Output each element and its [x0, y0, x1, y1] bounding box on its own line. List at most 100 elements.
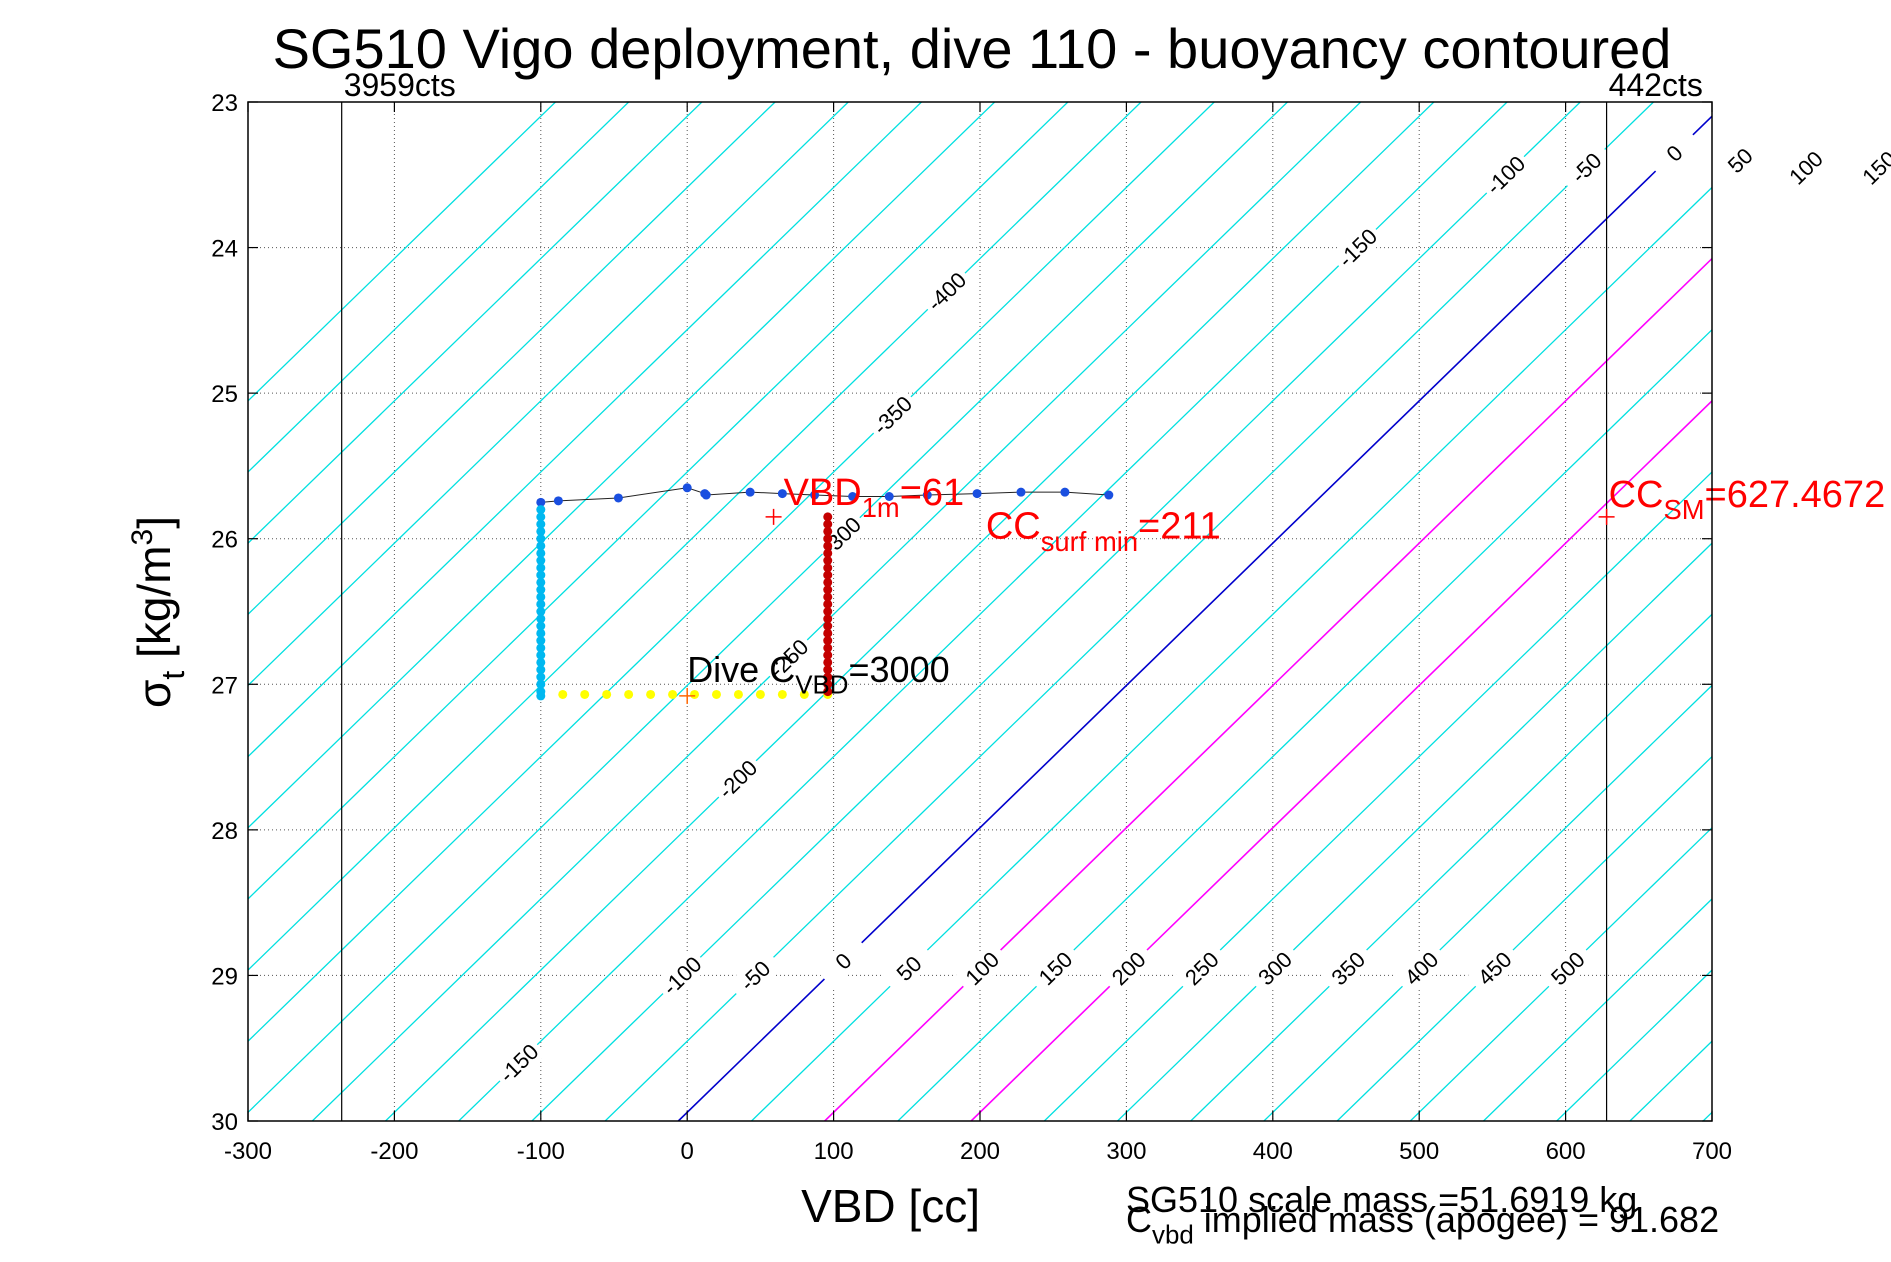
- data-point: [536, 607, 546, 616]
- y-tick-label: 25: [211, 381, 238, 408]
- x-tick-label: 400: [1253, 1138, 1293, 1165]
- data-point: [823, 570, 833, 580]
- data-point: [823, 657, 833, 667]
- buoyancy-contour-line: [458, 102, 1508, 1121]
- y-tick-label: 27: [211, 672, 238, 699]
- data-point: [823, 628, 833, 638]
- data-point: [823, 636, 833, 646]
- data-point: [536, 657, 546, 667]
- x-tick-label: 600: [1546, 1138, 1586, 1165]
- contour-label-bg: [1466, 940, 1523, 996]
- data-point: [690, 689, 700, 699]
- x-tick-label: 700: [1692, 1138, 1732, 1165]
- buoyancy-contour-line: [248, 102, 1142, 971]
- data-point: [536, 599, 546, 609]
- chart-title: SG510 Vigo deployment, dive 110 - buoyan…: [273, 17, 1672, 80]
- contour-label-bg: [864, 387, 920, 443]
- data-point: [536, 628, 546, 638]
- data-point: [823, 585, 833, 595]
- buoyancy-contour-line: [1702, 1111, 1712, 1121]
- buoyancy-contour-line: [248, 102, 556, 402]
- data-point: [823, 614, 833, 624]
- data-point: [536, 643, 546, 653]
- data-point: [536, 512, 546, 522]
- data-point: [884, 491, 894, 501]
- x-tick-label: -300: [224, 1138, 272, 1165]
- contour-label-bg: [1477, 147, 1534, 203]
- contour-label-bg: [1247, 940, 1303, 996]
- x-tick-label: 0: [681, 1138, 694, 1165]
- data-point: [823, 512, 833, 522]
- data-point: [823, 526, 833, 536]
- data-point: [536, 650, 546, 660]
- data-point: [668, 689, 678, 699]
- buoyancy-contour-line: [248, 102, 1215, 1043]
- contour-label-bg: [918, 263, 975, 319]
- contour-label-bg: [815, 933, 871, 989]
- surface-trace-line: [540, 487, 1109, 503]
- x-tick-label: 500: [1399, 1138, 1439, 1165]
- data-point: [823, 592, 833, 602]
- data-point: [536, 563, 546, 573]
- x-tick-label: -100: [517, 1138, 565, 1165]
- data-point: [536, 585, 546, 595]
- data-point: [1104, 490, 1114, 500]
- data-point: [536, 691, 546, 701]
- marker-label: VBD1m=61: [784, 472, 965, 523]
- annotation-label: CCsurf min=211: [986, 506, 1221, 557]
- data-point: [755, 689, 765, 699]
- data-point: [777, 689, 787, 699]
- contour-label-bg: [727, 947, 783, 1003]
- buoyancy-contour-line: [248, 102, 849, 687]
- contour-label-bg: [1539, 940, 1596, 996]
- data-point: [823, 687, 833, 697]
- marker-label: CCSM=627.4672: [1609, 474, 1886, 525]
- contour-label-bg: [653, 947, 710, 1003]
- data-point: [823, 672, 833, 682]
- buoyancy-contour-line: [1483, 898, 1712, 1121]
- buoyancy-contour-line: [248, 102, 630, 473]
- data-point: [536, 541, 546, 551]
- contour-label-bg: [1027, 940, 1083, 996]
- buoyancy-contours: [248, 102, 1891, 1121]
- data-point: [1016, 487, 1026, 497]
- contour-label-bg: [1646, 125, 1702, 181]
- y-tick-label: 28: [211, 818, 238, 845]
- data-point: [536, 636, 546, 646]
- data-point: [777, 489, 787, 499]
- buoyancy-contour-line: [248, 102, 703, 545]
- y-tick-label: 23: [211, 90, 238, 117]
- data-point: [536, 526, 546, 536]
- data-point: [823, 621, 833, 631]
- count-lines: 3959cts 442cts: [341, 67, 1703, 1121]
- data-point: [848, 491, 858, 501]
- buoyancy-contour-line: [248, 102, 922, 758]
- data-point: [823, 534, 833, 544]
- data-point: [823, 563, 833, 573]
- contour-label-bg: [881, 940, 937, 996]
- data-point: [536, 679, 546, 689]
- contour-label-bg: [1393, 940, 1449, 996]
- data-point: [733, 689, 743, 699]
- buoyancy-contour-line: [1043, 471, 1712, 1121]
- contour-label-bg: [1329, 220, 1386, 276]
- buoyancy-contour-line: [311, 102, 1362, 1121]
- y-tick-label: 29: [211, 963, 238, 990]
- data-series: [536, 483, 1114, 701]
- buoyancy-contour-line: [1850, 102, 1891, 1121]
- implied-mass-text: Cvbd implied mass (apogee) = 91.682: [1126, 1199, 1719, 1250]
- contour-label-bg: [760, 630, 817, 686]
- y-tick-label: 30: [211, 1109, 238, 1136]
- data-point: [613, 493, 623, 503]
- data-point: [823, 607, 833, 616]
- data-point: [536, 570, 546, 580]
- data-point: [823, 519, 833, 529]
- contour-label-bg: [1712, 132, 1768, 188]
- data-point: [536, 519, 546, 529]
- x-tick-label: 200: [960, 1138, 1000, 1165]
- data-point: [823, 679, 833, 689]
- data-point: [624, 689, 634, 699]
- x-tick-label: -200: [370, 1138, 418, 1165]
- data-point: [823, 548, 833, 558]
